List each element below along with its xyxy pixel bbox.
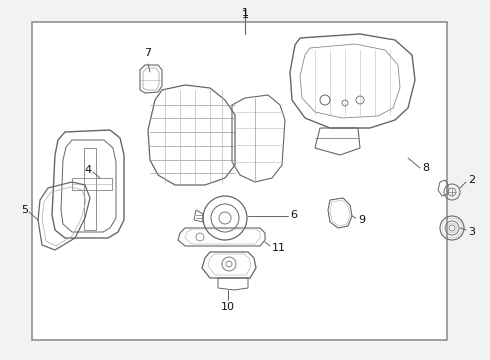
Text: 10: 10 (221, 302, 235, 312)
Text: 9: 9 (358, 215, 365, 225)
Text: 6: 6 (290, 210, 297, 220)
Text: 7: 7 (145, 48, 151, 58)
Text: 3: 3 (468, 227, 475, 237)
Text: 11: 11 (272, 243, 286, 253)
Bar (32, 22, 447, 340)
Text: 1: 1 (242, 10, 248, 20)
Text: 4: 4 (85, 165, 92, 175)
Text: 8: 8 (422, 163, 429, 173)
Text: 5: 5 (21, 205, 28, 215)
Text: 1: 1 (242, 8, 248, 18)
Text: 2: 2 (468, 175, 475, 185)
